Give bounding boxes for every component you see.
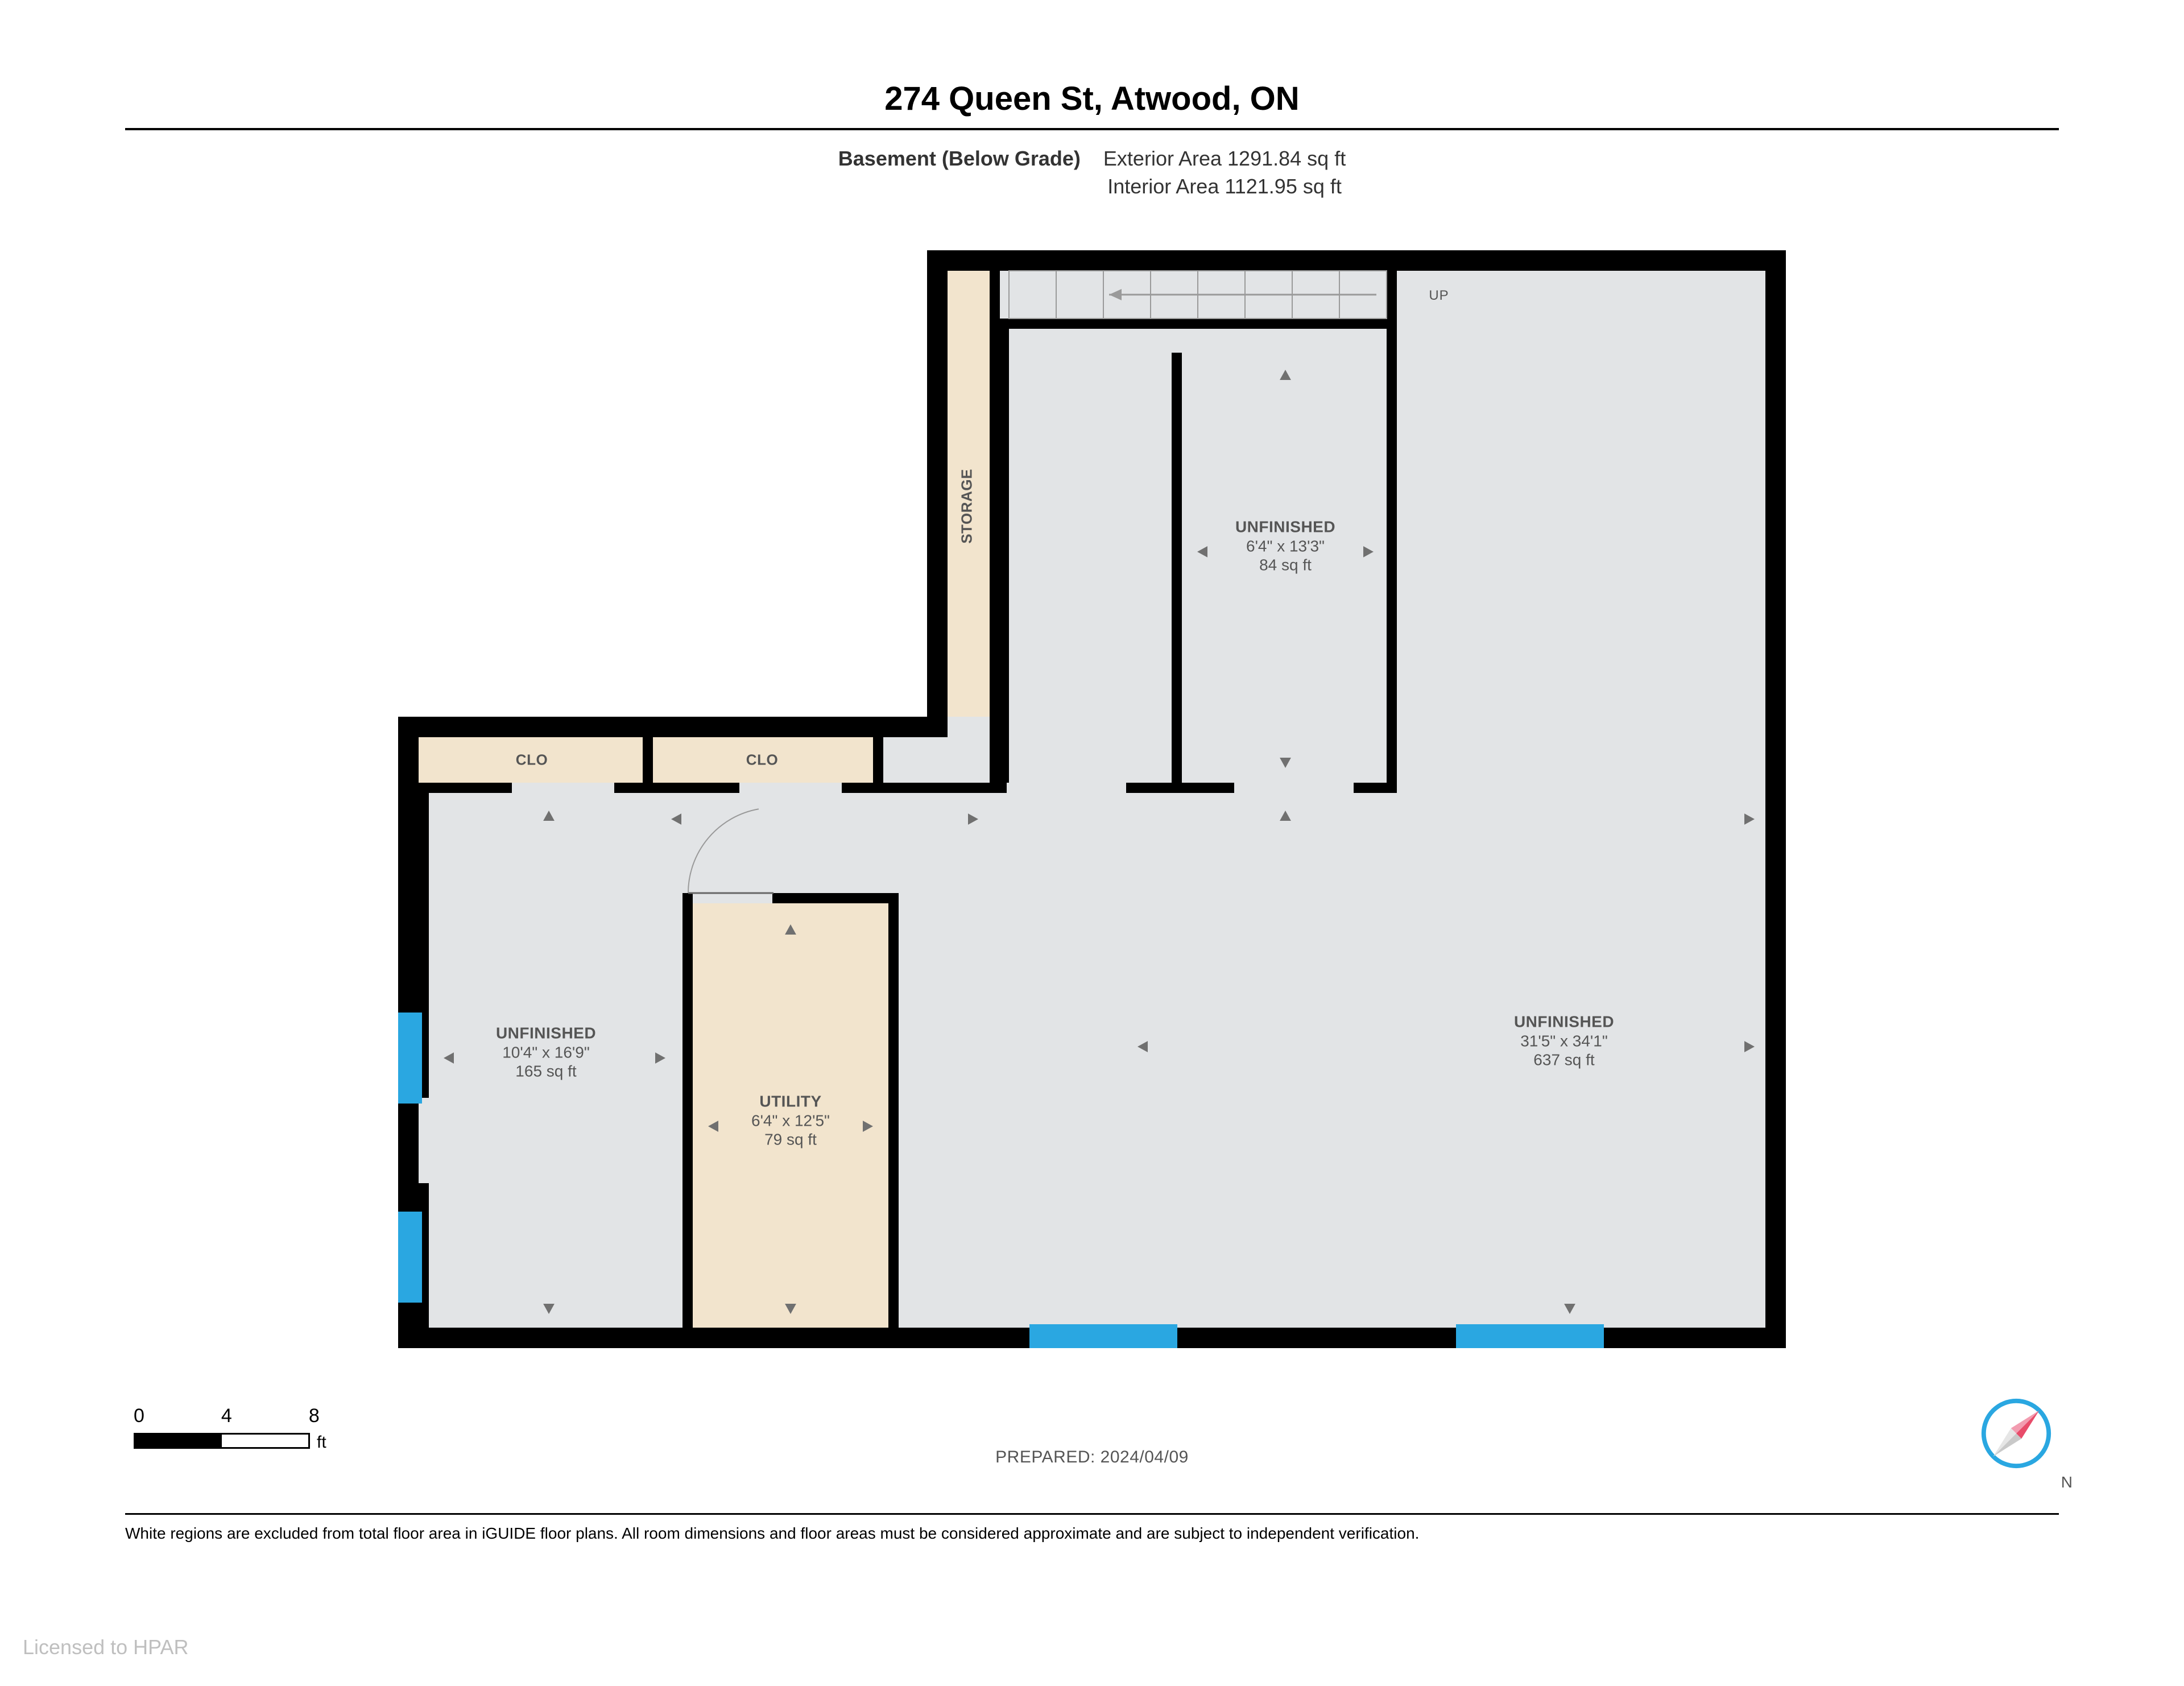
- interior-area-value: 1121.95 sq ft: [1225, 175, 1342, 198]
- disclaimer-text: White regions are excluded from total fl…: [125, 1524, 2059, 1543]
- room-label: UNFINISHED31'5" x 34'1"637 sq ft: [1514, 1013, 1614, 1070]
- room-label: UNFINISHED6'4" x 13'3"84 sq ft: [1235, 518, 1335, 575]
- divider-bottom: [125, 1513, 2059, 1515]
- license-watermark: Licensed to HPAR: [23, 1635, 188, 1659]
- divider-top: [125, 128, 2059, 130]
- page: 274 Queen St, Atwood, ON Basement (Below…: [0, 0, 2184, 1686]
- room-label: UNFINISHED10'4" x 16'9"165 sq ft: [496, 1024, 596, 1081]
- prepared-date: PREPARED: 2024/04/09: [0, 1448, 2184, 1467]
- scale-0: 0: [134, 1405, 144, 1427]
- floor-label: CLO: [516, 751, 548, 769]
- compass-icon: [1979, 1396, 2053, 1470]
- exterior-area-label: Exterior Area: [1103, 147, 1222, 170]
- floor-label: STORAGE: [958, 469, 976, 544]
- page-title: 274 Queen St, Atwood, ON: [0, 80, 2184, 118]
- scale-2: 8: [309, 1405, 320, 1427]
- interior-area-label: Interior Area: [1107, 175, 1219, 198]
- prepared-value: 2024/04/09: [1101, 1448, 1189, 1466]
- scale-1: 4: [221, 1405, 232, 1427]
- floor-label: UP: [1429, 288, 1449, 304]
- prepared-label: PREPARED:: [995, 1448, 1095, 1466]
- exterior-area-value: 1291.84 sq ft: [1227, 147, 1346, 170]
- floorplan-svg: [398, 250, 1786, 1348]
- floorplan: UNFINISHED6'4" x 13'3"84 sq ft UNFINISHED…: [398, 250, 1786, 1348]
- floor-label: CLO: [746, 751, 778, 769]
- room-label: UTILITY6'4" x 12'5"79 sq ft: [751, 1092, 830, 1150]
- scale-bar: 0 4 8 ft: [134, 1405, 326, 1452]
- compass-n-label: N: [2061, 1473, 2073, 1491]
- level-name: Basement (Below Grade): [838, 147, 1081, 170]
- level-info: Basement (Below Grade) Exterior Area 129…: [0, 145, 2184, 200]
